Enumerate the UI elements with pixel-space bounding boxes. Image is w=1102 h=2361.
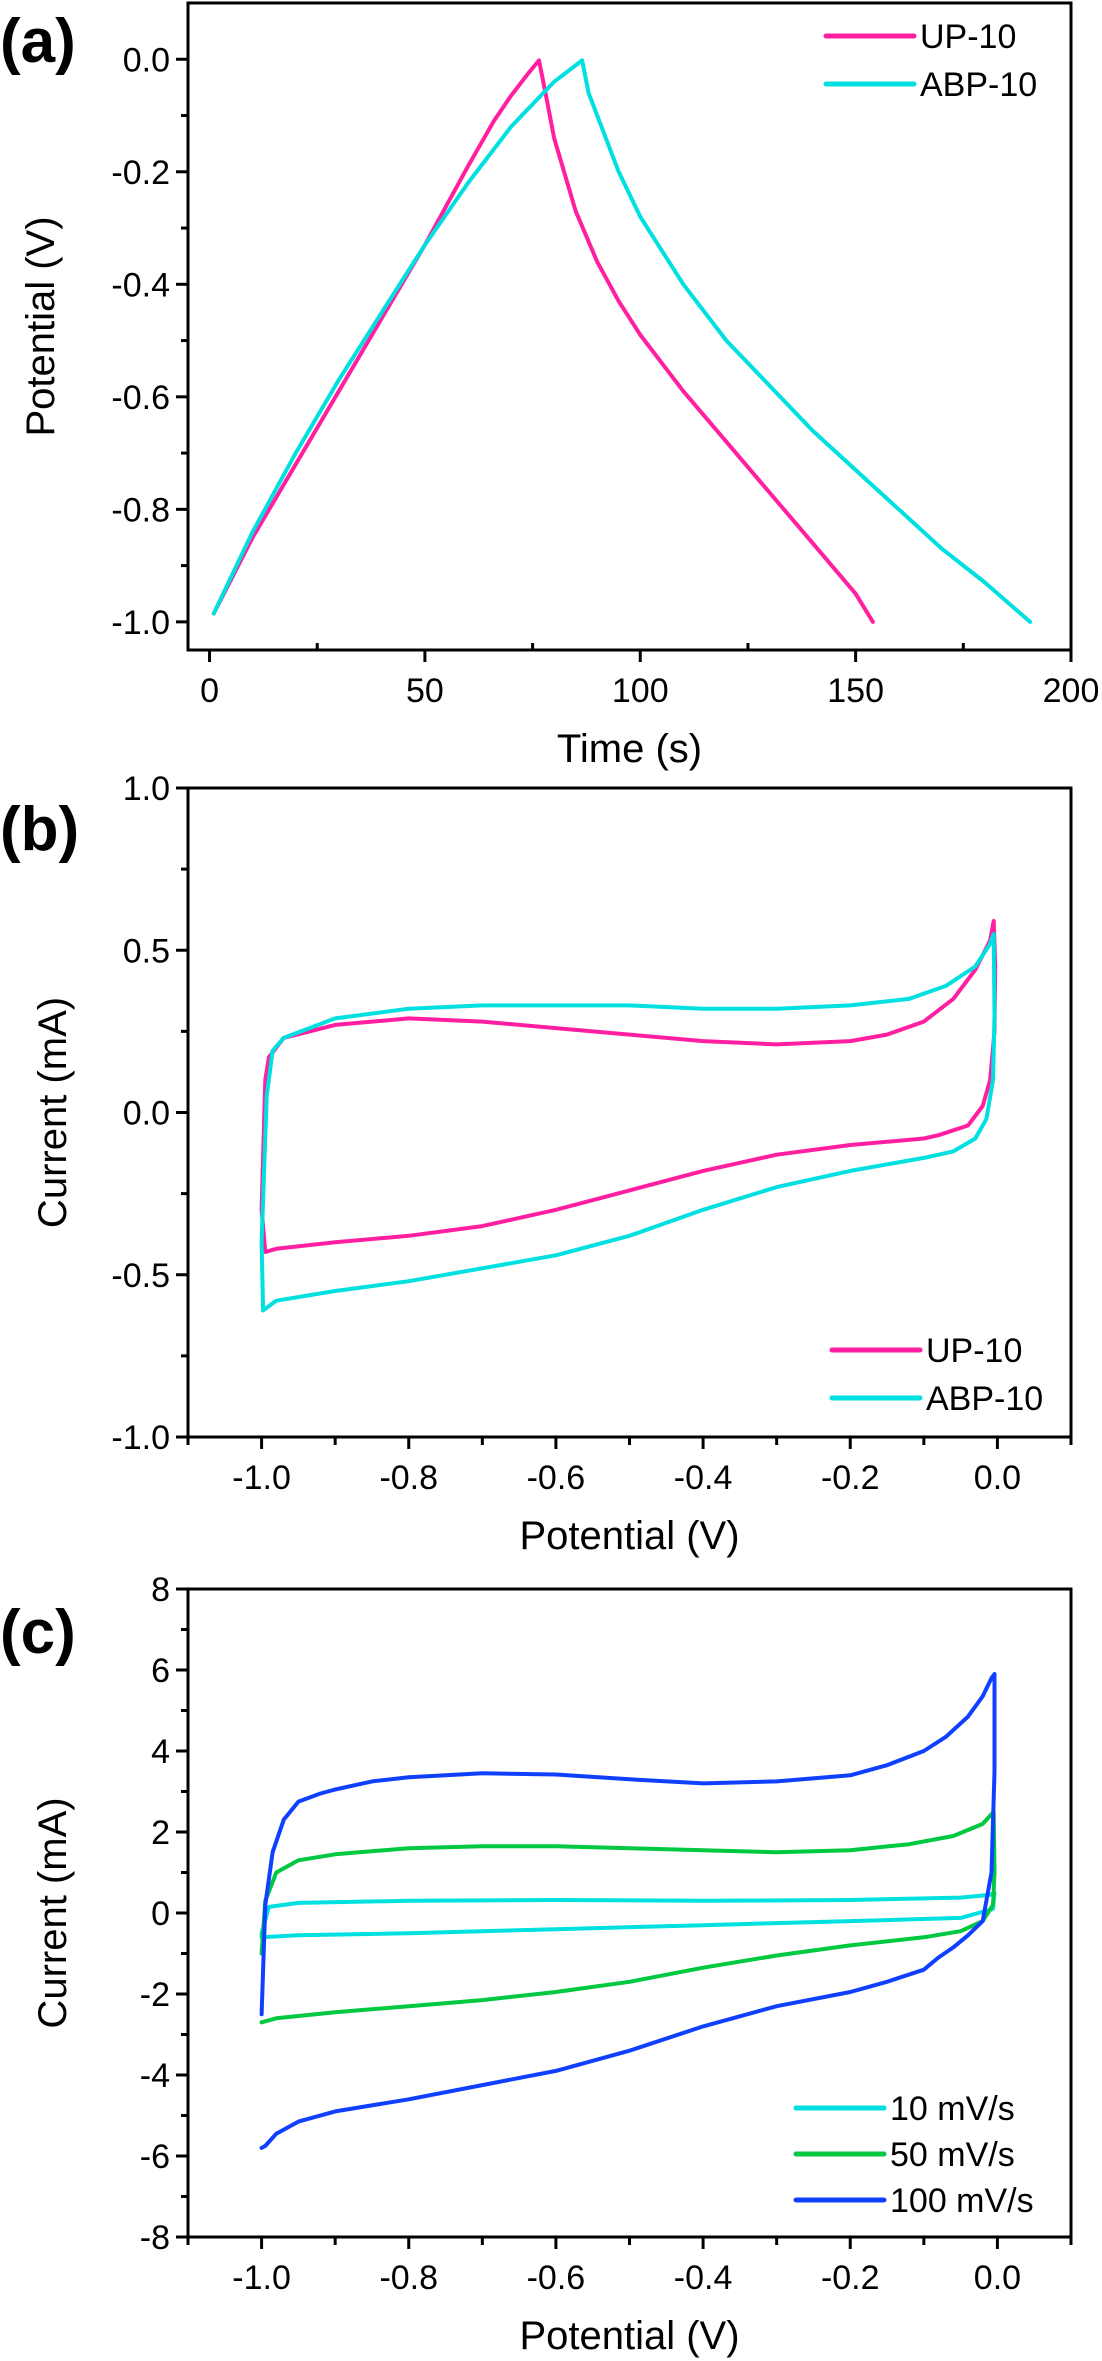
panel-c-y-tick-label: -4 bbox=[140, 2057, 170, 2095]
panel-c-y-tick-label: 0 bbox=[151, 1895, 170, 1933]
panel-b-series-abp-10 bbox=[259, 932, 997, 1313]
panel-b-y-tick-label: -1.0 bbox=[111, 1419, 170, 1457]
panel-a-y-tick-label: -0.6 bbox=[111, 379, 170, 417]
panel-b-legend-label: ABP-10 bbox=[926, 1380, 1043, 1418]
panel-a-x-tick-label: 200 bbox=[1043, 672, 1100, 710]
panel-c-y-axis-title: Current (mA) bbox=[31, 1797, 75, 2028]
panel-b-x-tick-label: 0.0 bbox=[974, 1459, 1021, 1497]
panel-c-y-tick-label: -6 bbox=[140, 2138, 170, 2176]
panel-b-x-tick-label: -0.2 bbox=[821, 1459, 880, 1497]
panel-a-legend-label: ABP-10 bbox=[920, 66, 1037, 104]
panel-a-y-tick-label: -1.0 bbox=[111, 604, 170, 642]
panel-b-y-tick-label: 0.0 bbox=[123, 1095, 170, 1133]
panel-c-legend-label: 50 mV/s bbox=[890, 2136, 1015, 2174]
panel-a-y-tick-label: -0.4 bbox=[111, 266, 170, 304]
panel-c-y-tick-label: -8 bbox=[140, 2219, 170, 2257]
panel-c-series-50-mv-s bbox=[259, 1809, 997, 2025]
panel-c-series-10-mv-s bbox=[259, 1890, 997, 1940]
panel-c-y-tick-label: 4 bbox=[151, 1733, 170, 1771]
panel-c-y-tick-label: 6 bbox=[151, 1652, 170, 1690]
panel-c-legend-label: 100 mV/s bbox=[890, 2182, 1034, 2220]
panel-c-y-tick-label: 2 bbox=[151, 1814, 170, 1852]
panel-a-legend-label: UP-10 bbox=[920, 18, 1016, 56]
panel-a-y-tick-label: -0.8 bbox=[111, 491, 170, 529]
panel-c-legend-label: 10 mV/s bbox=[890, 2090, 1015, 2128]
panel-b-y-tick-label: -0.5 bbox=[111, 1257, 170, 1295]
panel-a-y-tick-label: -0.2 bbox=[111, 154, 170, 192]
panel-a-x-axis-title: Time (s) bbox=[557, 727, 702, 771]
panel-a-x-tick-label: 150 bbox=[827, 672, 884, 710]
panel-b-x-tick-label: -0.6 bbox=[527, 1459, 586, 1497]
panel-c-x-tick-label: -0.2 bbox=[821, 2259, 880, 2297]
panel-b-legend-label: UP-10 bbox=[926, 1332, 1022, 1370]
panel-c-y-tick-label: -2 bbox=[140, 1976, 170, 2014]
panel-b-y-tick-label: 0.5 bbox=[123, 932, 170, 970]
panel-a-y-axis-title: Potential (V) bbox=[19, 216, 63, 436]
panel-a-series-abp-10 bbox=[211, 58, 1033, 624]
panel-a-label: (a) bbox=[0, 7, 76, 76]
panel-c-label: (c) bbox=[0, 1598, 76, 1667]
panel-a-x-tick-label: 0 bbox=[200, 672, 219, 710]
panel-c-x-tick-label: -0.4 bbox=[674, 2259, 733, 2297]
panel-b-series-up-10 bbox=[259, 919, 998, 1254]
panel-b-x-tick-label: -0.8 bbox=[379, 1459, 438, 1497]
panel-c-x-axis-title: Potential (V) bbox=[519, 2314, 739, 2358]
panel-a-x-tick-label: 100 bbox=[612, 672, 669, 710]
panel-c-series-100-mv-s bbox=[259, 1672, 997, 2150]
panel-b-label: (b) bbox=[0, 795, 79, 864]
panel-b-x-tick-label: -1.0 bbox=[232, 1459, 291, 1497]
panel-c-y-tick-label: 8 bbox=[151, 1571, 170, 1609]
panel-c-x-tick-label: -1.0 bbox=[232, 2259, 291, 2297]
panel-a-x-tick-label: 50 bbox=[406, 672, 444, 710]
panel-c-x-tick-label: -0.6 bbox=[527, 2259, 586, 2297]
panel-c-x-tick-label: 0.0 bbox=[974, 2259, 1021, 2297]
panel-a-plot-frame bbox=[186, 1, 1073, 652]
panel-b-x-axis-title: Potential (V) bbox=[519, 1514, 739, 1558]
panel-b-x-tick-label: -0.4 bbox=[674, 1459, 733, 1497]
panel-b-y-axis-title: Current (mA) bbox=[31, 997, 75, 1228]
panel-b-y-tick-label: 1.0 bbox=[123, 770, 170, 808]
panel-a-series-up-10 bbox=[211, 58, 875, 624]
panel-c-x-tick-label: -0.8 bbox=[379, 2259, 438, 2297]
panel-a-y-tick-label: 0.0 bbox=[123, 41, 170, 79]
